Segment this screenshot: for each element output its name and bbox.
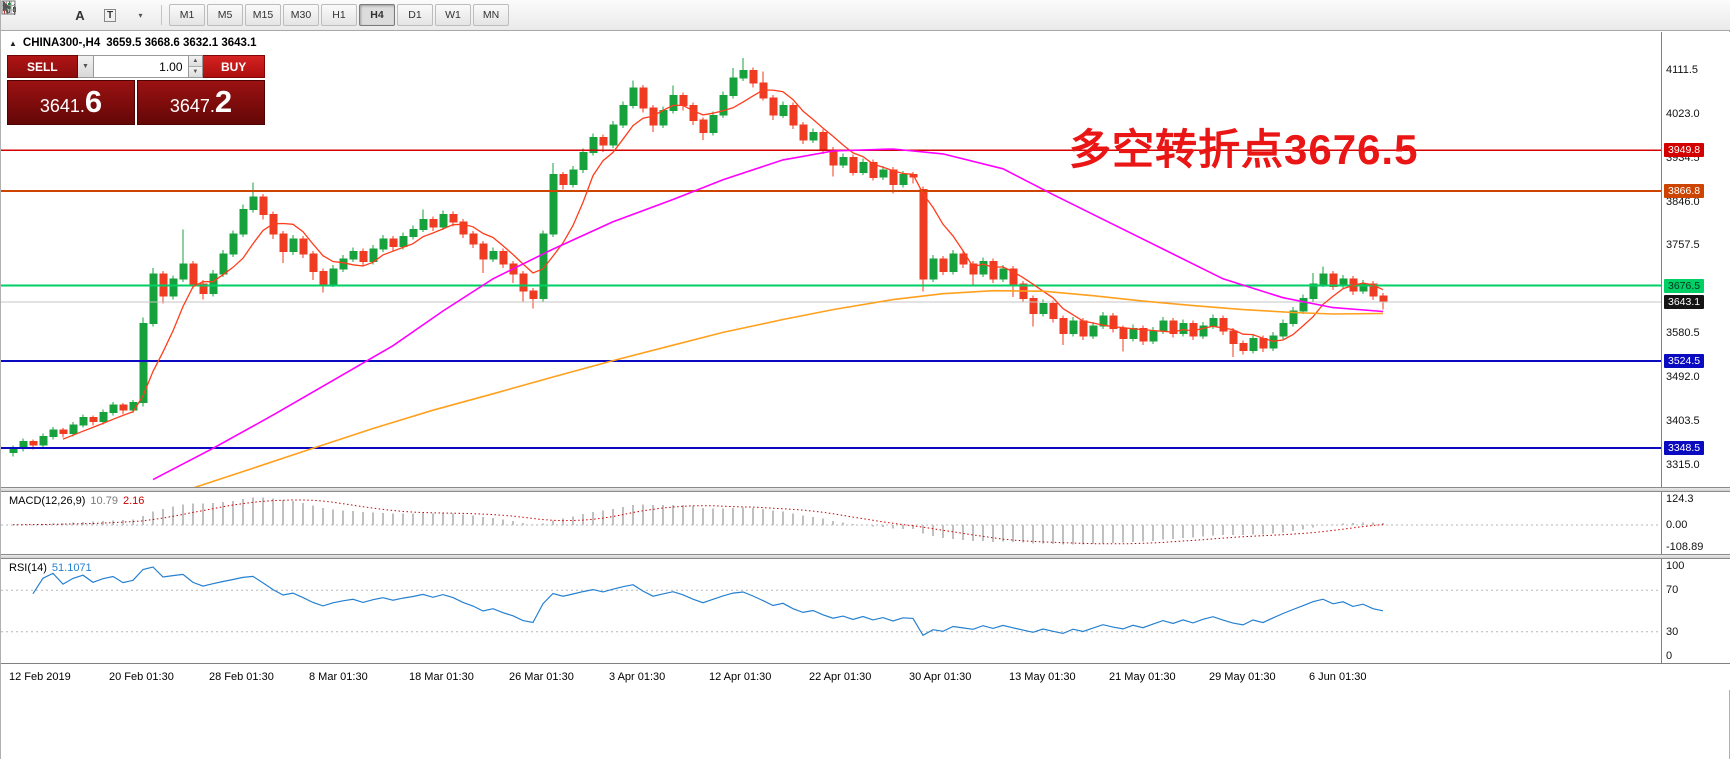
time-axis[interactable]: 12 Feb 2019 20 Feb 01:30 28 Feb 01:30 8 Mar… bbox=[1, 663, 1730, 690]
grid-icon[interactable] bbox=[1, 0, 64, 28]
volume-stepper-down[interactable]: ▼ bbox=[188, 67, 203, 77]
date-label: 30 Apr 01:30 bbox=[909, 671, 972, 683]
price-line-badge: 3866.8 bbox=[1664, 184, 1705, 198]
text-annotation-icon[interactable]: A bbox=[66, 2, 94, 28]
macd-tick-label: -108.89 bbox=[1666, 541, 1704, 553]
date-label: 3 Apr 01:30 bbox=[609, 671, 666, 683]
chart-symbol-label: CHINA300-,H4 bbox=[22, 37, 101, 49]
date-label: 28 Feb 01:30 bbox=[209, 671, 274, 683]
trade-panel-toggle-icon[interactable]: ▲ bbox=[9, 38, 17, 48]
rsi-tick-label: 30 bbox=[1666, 626, 1679, 638]
sell-button[interactable]: SELL bbox=[7, 55, 78, 78]
volume-dropdown[interactable]: ▼ bbox=[77, 55, 95, 78]
macd-tick-label: 124.3 bbox=[1666, 493, 1694, 505]
chevron-down-icon: ▾ bbox=[138, 10, 143, 20]
cursor-glyph bbox=[3, 1, 11, 14]
price-line-badge: 3676.5 bbox=[1664, 279, 1705, 293]
tab-timeframe-mn[interactable]: MN bbox=[473, 4, 509, 26]
volume-input[interactable]: 1.00 bbox=[94, 55, 189, 78]
date-label: 8 Mar 01:30 bbox=[309, 671, 368, 683]
tab-timeframe-m5[interactable]: M5 bbox=[207, 4, 243, 26]
price-tick-label: 3580.5 bbox=[1666, 327, 1700, 339]
date-label: 21 May 01:30 bbox=[1109, 671, 1176, 683]
price-tick-label: 3315.0 bbox=[1666, 459, 1700, 471]
date-label: 20 Feb 01:30 bbox=[109, 671, 174, 683]
bid-price-pip: 6 bbox=[84, 84, 103, 119]
date-label: 13 May 01:30 bbox=[1009, 671, 1076, 683]
toolbar: A T ▾ M1 M5 M15 M30 H1 H4 D1 W1 MN bbox=[1, 0, 1730, 31]
price-tick-label: 3403.5 bbox=[1666, 415, 1700, 427]
price-line-badge: 3643.1 bbox=[1664, 295, 1705, 309]
label-tool-icon[interactable]: T bbox=[96, 2, 124, 28]
tab-timeframe-h4[interactable]: H4 bbox=[359, 4, 395, 26]
macd-name-label: MACD(12,26,9) bbox=[9, 495, 86, 507]
rsi-panel[interactable]: RSI(14) 51.1071 bbox=[1, 559, 1661, 663]
bid-price-tile[interactable]: 3641. 6 bbox=[7, 80, 135, 125]
macd-tick-label: 0.00 bbox=[1666, 519, 1688, 531]
bid-price-main: 3641. bbox=[39, 96, 85, 116]
trade-prices-row: 3641. 6 3647. 2 bbox=[7, 80, 265, 125]
price-line-badge: 3348.5 bbox=[1664, 441, 1705, 455]
price-scale[interactable]: 4111.54023.03934.53846.03757.53669.03580… bbox=[1661, 32, 1730, 487]
price-tick-label: 4111.5 bbox=[1666, 64, 1699, 76]
main-chart-canvas[interactable] bbox=[1, 32, 1661, 487]
label-tool-glyph: T bbox=[103, 8, 117, 22]
price-tick-label: 4023.0 bbox=[1666, 108, 1700, 120]
text-annotation-glyph: A bbox=[75, 7, 85, 23]
macd-main-value: 10.79 bbox=[90, 495, 118, 507]
ask-price-pip: 2 bbox=[214, 84, 233, 119]
price-line-badge: 3949.8 bbox=[1664, 143, 1705, 157]
chart-text-annotation: 多空转折点3676.5 bbox=[1069, 126, 1419, 173]
volume-stepper-up[interactable]: ▲ bbox=[188, 56, 203, 67]
main-chart-panel[interactable]: ▲ CHINA300-,H4 3659.5 3668.6 3632.1 3643… bbox=[1, 32, 1661, 487]
trade-controls-row: SELL ▼ 1.00 ▲ ▼ BUY bbox=[7, 55, 265, 78]
volume-stepper: ▲ ▼ bbox=[188, 55, 204, 78]
price-line-badge: 3524.5 bbox=[1664, 354, 1705, 368]
chart-ohlc-values: 3659.5 3668.6 3632.1 3643.1 bbox=[106, 37, 257, 49]
rsi-tick-label: 100 bbox=[1666, 560, 1685, 572]
date-label: 29 May 01:30 bbox=[1209, 671, 1276, 683]
macd-signal-value: 2.16 bbox=[122, 495, 145, 507]
one-click-trade-panel: SELL ▼ 1.00 ▲ ▼ BUY 3641. 6 3647. 2 bbox=[7, 55, 265, 125]
ask-price-main: 3647. bbox=[169, 96, 215, 116]
rsi-value: 51.1071 bbox=[51, 562, 92, 574]
tab-timeframe-m30[interactable]: M30 bbox=[283, 4, 319, 26]
macd-panel[interactable]: MACD(12,26,9) 10.79 2.16 bbox=[1, 492, 1661, 554]
date-label: 22 Apr 01:30 bbox=[809, 671, 872, 683]
buy-button[interactable]: BUY bbox=[203, 55, 265, 78]
macd-label-row: MACD(12,26,9) 10.79 2.16 bbox=[9, 495, 144, 507]
tab-timeframe-h1[interactable]: H1 bbox=[321, 4, 357, 26]
toolbar-separator bbox=[161, 5, 162, 25]
rsi-name-label: RSI(14) bbox=[9, 562, 47, 574]
macd-canvas[interactable] bbox=[1, 492, 1661, 554]
tab-timeframe-d1[interactable]: D1 bbox=[397, 4, 433, 26]
panel-splitter-macd[interactable] bbox=[1, 487, 1730, 492]
timeframe-group: M1 M5 M15 M30 H1 H4 D1 W1 MN bbox=[168, 4, 510, 26]
tab-timeframe-m1[interactable]: M1 bbox=[169, 4, 205, 26]
date-label: 12 Apr 01:30 bbox=[709, 671, 772, 683]
rsi-scale[interactable]: 100 70 30 0 bbox=[1661, 559, 1730, 663]
rsi-tick-label: 0 bbox=[1666, 650, 1673, 662]
rsi-tick-label: 70 bbox=[1666, 584, 1679, 596]
price-tick-label: 3492.0 bbox=[1666, 371, 1700, 383]
tab-timeframe-m15[interactable]: M15 bbox=[245, 4, 281, 26]
macd-scale[interactable]: 124.3 0.00 -108.89 bbox=[1661, 492, 1730, 554]
rsi-canvas[interactable] bbox=[1, 559, 1661, 663]
cursor-tool-icon[interactable]: ▾ bbox=[3, 1, 154, 28]
date-label: 12 Feb 2019 bbox=[9, 671, 71, 683]
chart-ohlc-header: ▲ CHINA300-,H4 3659.5 3668.6 3632.1 3643… bbox=[9, 37, 257, 49]
date-label: 26 Mar 01:30 bbox=[509, 671, 574, 683]
ask-price-tile[interactable]: 3647. 2 bbox=[137, 80, 265, 125]
panel-splitter-rsi[interactable] bbox=[1, 554, 1730, 559]
tab-timeframe-w1[interactable]: W1 bbox=[435, 4, 471, 26]
price-tick-label: 3757.5 bbox=[1666, 239, 1700, 251]
rsi-label-row: RSI(14) 51.1071 bbox=[9, 562, 92, 574]
price-tick-label: 3846.0 bbox=[1666, 196, 1700, 208]
date-label: 18 Mar 01:30 bbox=[409, 671, 474, 683]
date-label: 6 Jun 01:30 bbox=[1309, 671, 1367, 683]
grid-glyph bbox=[1, 0, 16, 15]
